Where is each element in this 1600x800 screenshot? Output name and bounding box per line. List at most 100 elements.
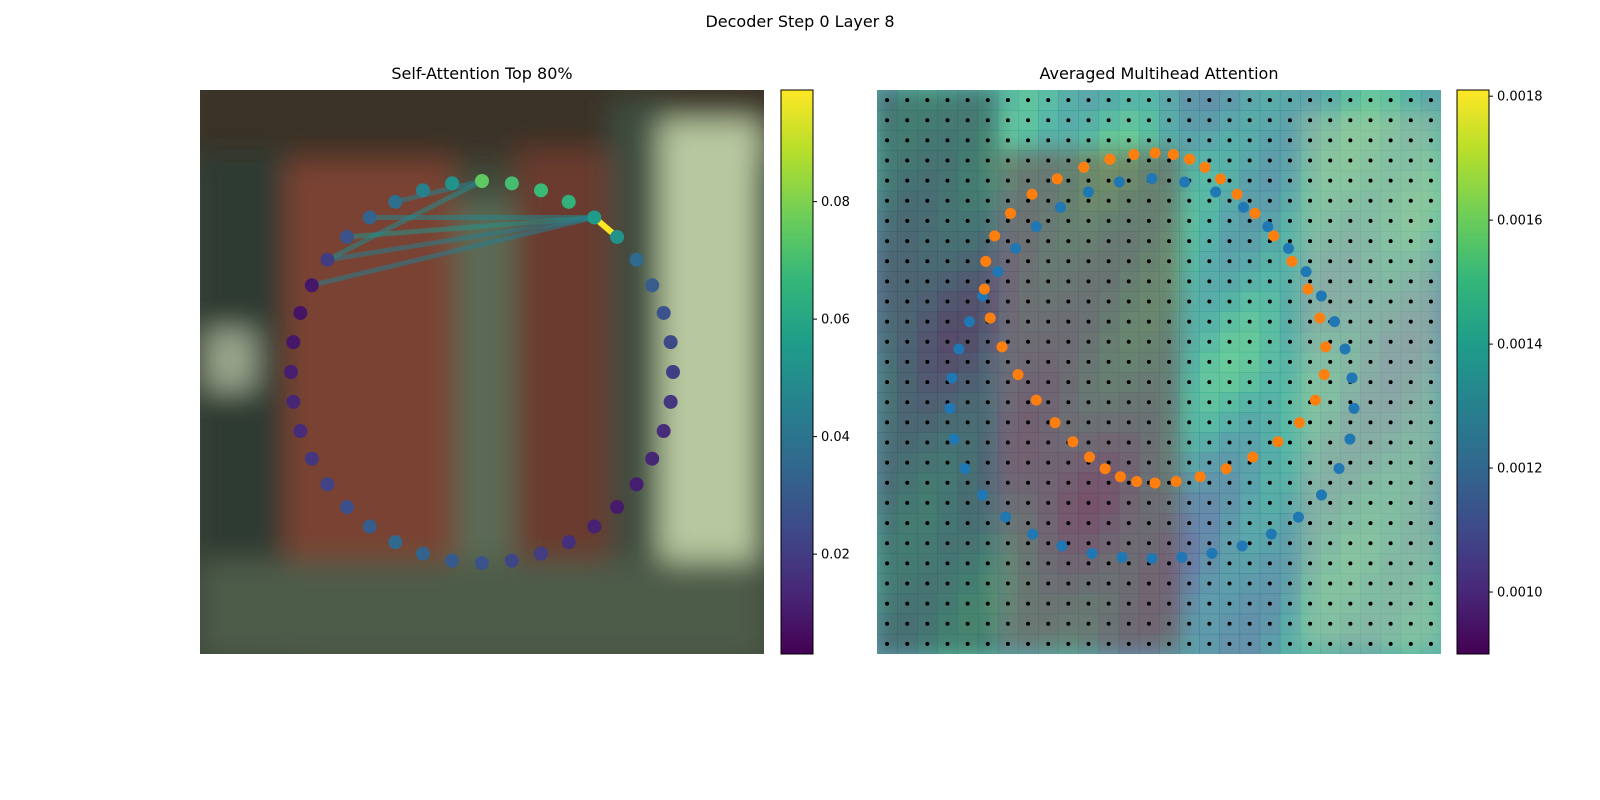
blue-point: [1329, 316, 1341, 328]
grid-dot: [1126, 541, 1131, 546]
grid-dot: [1267, 259, 1272, 264]
grid-dot: [1247, 239, 1252, 244]
grid-dot: [1167, 178, 1172, 183]
grid-dot: [1428, 118, 1433, 123]
orange-point: [989, 230, 1001, 242]
grid-dot: [1126, 581, 1131, 586]
grid-dot: [1207, 178, 1212, 183]
orange-point: [1309, 394, 1321, 406]
grid-dot: [1066, 218, 1071, 223]
grid-dot: [1408, 500, 1413, 505]
grid-dot: [1086, 561, 1091, 566]
grid-dot: [1126, 641, 1131, 646]
grid-dot: [1227, 621, 1232, 626]
grid-dot: [1086, 601, 1091, 606]
grid-dot: [885, 239, 890, 244]
orange-point: [1220, 463, 1232, 475]
grid-dot: [1328, 299, 1333, 304]
grid-dot: [1428, 641, 1433, 646]
grid-dot: [1126, 98, 1131, 103]
grid-dot: [1086, 218, 1091, 223]
grid-dot: [1066, 259, 1071, 264]
grid-dot: [925, 198, 930, 203]
left-panel-title: Self-Attention Top 80%: [391, 64, 573, 83]
grid-dot: [1348, 581, 1353, 586]
grid-dot: [1328, 259, 1333, 264]
grid-dot: [885, 380, 890, 385]
blue-series: [944, 173, 1360, 564]
attention-point: [293, 424, 308, 439]
grid-dot: [1106, 541, 1111, 546]
blue-point: [1176, 551, 1188, 563]
grid-dot: [1066, 239, 1071, 244]
attention-point: [645, 278, 660, 293]
grid-dot: [925, 420, 930, 425]
grid-dot: [885, 218, 890, 223]
grid-dot: [1026, 299, 1031, 304]
attention-point: [534, 546, 549, 561]
grid-dot: [1066, 339, 1071, 344]
grid-dot: [1086, 198, 1091, 203]
grid-dot: [1247, 521, 1252, 526]
grid-dot: [1348, 319, 1353, 324]
grid-dot: [1227, 561, 1232, 566]
grid-dot: [945, 138, 950, 143]
grid-dot: [1187, 319, 1192, 324]
blue-point: [1030, 221, 1042, 233]
grid-dot: [1106, 118, 1111, 123]
attention-point: [284, 365, 298, 379]
grid-dot: [1428, 239, 1433, 244]
grid-dot: [1227, 178, 1232, 183]
grid-dot: [1408, 621, 1413, 626]
grid-dot: [1066, 521, 1071, 526]
grid-dot: [1167, 561, 1172, 566]
grid-dot: [905, 138, 910, 143]
grid-dot: [1328, 581, 1333, 586]
grid-dot: [1106, 198, 1111, 203]
orange-point: [1099, 463, 1111, 475]
grid-dot: [905, 158, 910, 163]
grid-dot: [1106, 299, 1111, 304]
blue-point: [1282, 242, 1294, 254]
grid-dot: [1086, 98, 1091, 103]
grid-dot: [985, 480, 990, 485]
grid-dot: [1046, 198, 1051, 203]
attention-edges: [309, 178, 621, 288]
grid-dot: [1368, 178, 1373, 183]
right-panel-title: Averaged Multihead Attention: [1039, 64, 1279, 83]
orange-point: [1194, 471, 1206, 483]
grid-dot: [905, 118, 910, 123]
grid-dot: [1348, 339, 1353, 344]
grid-dot: [1267, 480, 1272, 485]
attention-edge: [309, 214, 597, 288]
grid-dot: [885, 98, 890, 103]
grid-dot: [1428, 198, 1433, 203]
orange-point: [984, 312, 996, 324]
grid-dot: [1308, 359, 1313, 364]
grid-dot: [1187, 641, 1192, 646]
grid-dot: [1428, 561, 1433, 566]
attention-point: [388, 535, 403, 550]
grid-dot: [1227, 319, 1232, 324]
grid-dot: [885, 641, 890, 646]
grid-dot: [1167, 440, 1172, 445]
attention-point: [320, 477, 335, 492]
grid-dot: [1086, 178, 1091, 183]
grid-dot: [1086, 118, 1091, 123]
grid-dot: [1328, 218, 1333, 223]
grid-dot: [1167, 259, 1172, 264]
grid-dot: [1348, 279, 1353, 284]
grid-dot: [1227, 521, 1232, 526]
grid-dot: [1167, 339, 1172, 344]
grid-dot: [1308, 581, 1313, 586]
grid-dot: [965, 601, 970, 606]
grid-dot: [1287, 581, 1292, 586]
grid-dot: [1026, 218, 1031, 223]
grid-dot: [1167, 601, 1172, 606]
grid-dot: [1308, 541, 1313, 546]
grid-dot: [945, 218, 950, 223]
grid-dot: [1106, 581, 1111, 586]
grid-dot: [905, 521, 910, 526]
grid-dot: [1167, 621, 1172, 626]
grid-dot: [965, 98, 970, 103]
